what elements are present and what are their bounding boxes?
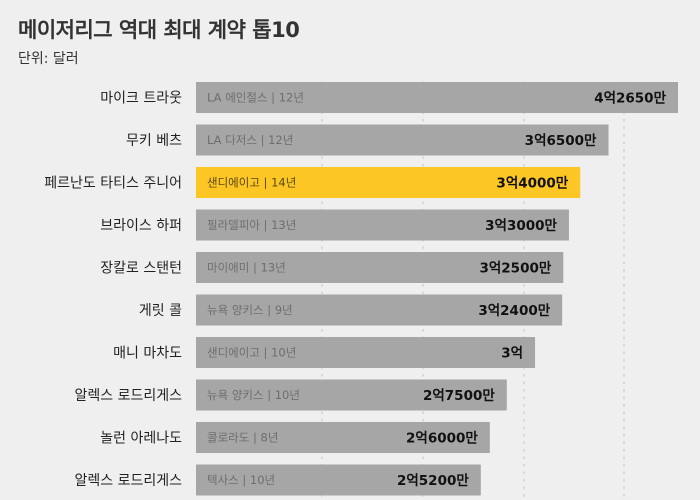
value-label: 3억 <box>501 346 523 362</box>
value-label: 2억7500만 <box>423 388 495 404</box>
bar <box>196 124 609 156</box>
bar <box>196 209 569 241</box>
bar <box>196 294 563 326</box>
bar-note: 필라델피아 | 13년 <box>207 218 296 232</box>
bar-note: 뉴욕 양키스 | 10년 <box>207 388 300 402</box>
bar-note: 마이애미 | 13년 <box>207 261 286 275</box>
bar <box>196 167 581 198</box>
bar <box>196 422 490 453</box>
value-label: 3억2400만 <box>478 303 550 319</box>
bar-note: LA 에인절스 | 12년 <box>207 91 304 105</box>
bar-note: 샌디에이고 | 10년 <box>207 346 296 360</box>
chart-title: 메이저리그 역대 최대 계약 톱10 <box>18 18 300 42</box>
category-label: 알렉스 로드리게스 <box>75 473 183 489</box>
category-label: 무키 베츠 <box>126 133 182 149</box>
value-label: 3억4000만 <box>496 176 568 192</box>
bar <box>196 379 507 411</box>
bar <box>196 82 678 113</box>
value-label: 3억3000만 <box>485 218 557 234</box>
bar-note: 샌디에이고 | 14년 <box>207 176 296 190</box>
category-label: 게릿 콜 <box>139 303 182 319</box>
bar-note: 텍사스 | 10년 <box>207 473 275 487</box>
bar <box>196 337 536 368</box>
chart-subtitle: 단위: 달러 <box>18 51 79 67</box>
category-label: 매니 마차도 <box>113 346 182 362</box>
value-label: 3억2500만 <box>479 261 551 277</box>
value-label: 4억2650만 <box>594 91 666 107</box>
category-label: 마이크 트라웃 <box>100 91 182 107</box>
bar-note: 뉴욕 양키스 | 9년 <box>207 303 293 317</box>
bar <box>196 252 564 283</box>
category-label: 놀런 아레나도 <box>100 431 182 447</box>
value-label: 3억6500만 <box>525 133 597 149</box>
bar-note: 콜로라도 | 8년 <box>207 431 278 445</box>
value-label: 2억6000만 <box>406 431 478 447</box>
category-label: 브라이스 하퍼 <box>100 218 182 234</box>
value-label: 2억5200만 <box>397 473 469 489</box>
category-label: 페르난도 타티스 주니어 <box>44 176 182 192</box>
bar <box>196 464 481 496</box>
category-label: 알렉스 로드리게스 <box>75 388 183 404</box>
bar-note: LA 다저스 | 12년 <box>207 133 293 147</box>
category-label: 장칼로 스탠턴 <box>100 261 182 277</box>
